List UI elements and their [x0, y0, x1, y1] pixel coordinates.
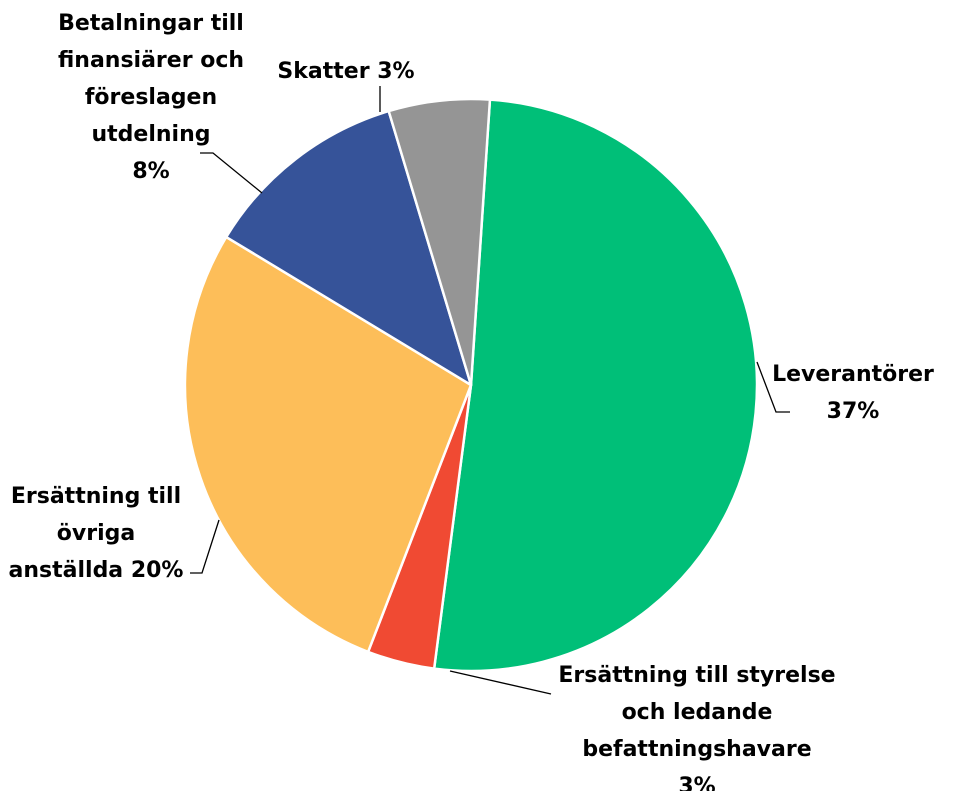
- slice-label-line: 8%: [132, 159, 169, 184]
- slice-label-5: Skatter 3%: [277, 59, 414, 84]
- slice-label-line: 3%: [678, 774, 715, 791]
- slice-label-4: Betalningar till finansiärer och föreslage…: [58, 11, 244, 184]
- slice-label-line: befattningshavare: [582, 737, 811, 762]
- slice-label-3: Ersättning till övriga anställda 20%: [9, 484, 184, 583]
- pie-slice-3: [183, 235, 473, 654]
- pie-slice-1: [432, 98, 759, 673]
- slice-label-line: Leverantörer: [772, 362, 934, 387]
- pie-slice-4: [225, 109, 473, 387]
- pie-slice-5: [387, 97, 492, 387]
- slice-label-line: föreslagen: [85, 85, 217, 110]
- slice-label-line: Ersättning till styrelse: [558, 663, 835, 688]
- leader-lines: [190, 86, 790, 695]
- leader-line-4: [200, 152, 263, 194]
- slice-label-line: finansiärer och: [58, 48, 244, 73]
- slice-label-1: Leverantörer 37%: [772, 362, 934, 424]
- slice-label-2: Ersättning till styrelse och ledande befat…: [558, 663, 835, 791]
- slice-label-line: anställda 20%: [9, 558, 184, 583]
- pie-slices: [183, 97, 759, 673]
- leader-line-2: [449, 670, 552, 695]
- leader-line-3: [190, 519, 220, 574]
- slice-label-line: Ersättning till: [11, 484, 181, 509]
- slice-label-line: utdelning: [91, 122, 210, 147]
- leader-line-1: [756, 361, 790, 413]
- slice-label-line: övriga: [57, 521, 135, 546]
- slice-labels: Leverantörer 37% Ersättning till styrelse o…: [9, 11, 935, 791]
- slice-label-line: 37%: [827, 399, 880, 424]
- slice-label-line: och ledande: [622, 700, 773, 725]
- slice-label-line: Betalningar till: [58, 11, 244, 36]
- slice-label-line: Skatter 3%: [277, 59, 414, 84]
